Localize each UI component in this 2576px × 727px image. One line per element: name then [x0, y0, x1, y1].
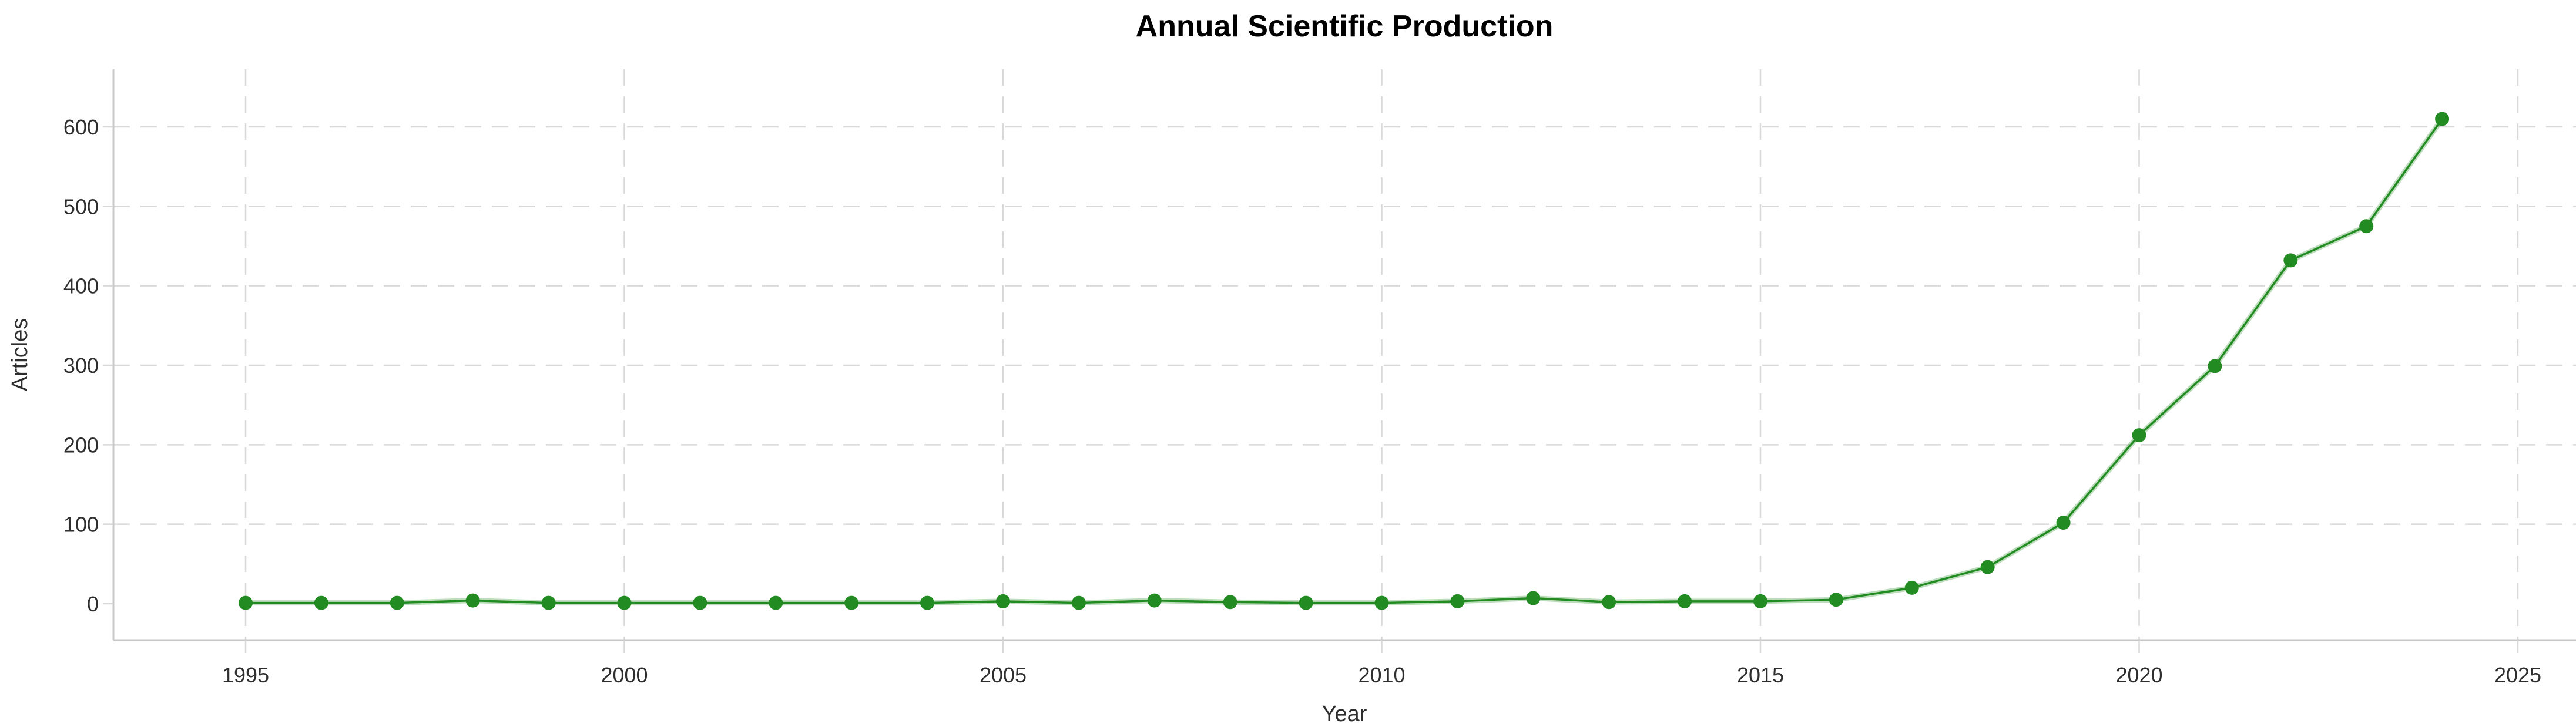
- axes: [103, 69, 2576, 653]
- data-point: [1904, 580, 1919, 595]
- data-point: [1526, 591, 1541, 605]
- x-axis-title: Year: [1322, 702, 1367, 726]
- x-tick-label: 2020: [2115, 663, 2162, 687]
- line-halo: [243, 116, 2445, 606]
- y-tick-label: 100: [63, 513, 99, 537]
- data-point: [617, 595, 632, 610]
- y-tick-label: 500: [63, 194, 99, 218]
- data-point: [2359, 219, 2374, 234]
- data-point: [844, 595, 859, 610]
- y-tick-label: 600: [63, 115, 99, 139]
- data-point: [920, 595, 935, 610]
- data-point: [2132, 428, 2146, 443]
- data-point: [541, 595, 556, 610]
- data-point: [2283, 253, 2298, 268]
- y-tick-label: 300: [63, 354, 99, 378]
- y-tick-label: 200: [63, 433, 99, 457]
- data-point: [1223, 595, 1237, 610]
- y-axis-title: Articles: [8, 318, 32, 392]
- data-point: [1678, 594, 1692, 608]
- tick-labels: 1995 2000 2005 2010 2015 2020 2025 0 100 200 300 40…: [63, 115, 2541, 687]
- line-path: [244, 117, 2443, 604]
- data-point: [2056, 516, 2071, 530]
- data-point: [1147, 593, 1162, 608]
- gridlines: [113, 69, 2576, 640]
- x-tick-label: 2000: [601, 663, 648, 687]
- data-point: [465, 593, 480, 608]
- y-tick-label: 400: [63, 274, 99, 298]
- data-point: [1071, 595, 1086, 610]
- data-point: [1602, 595, 1616, 610]
- data-point: [996, 594, 1010, 608]
- data-point: [1829, 593, 1843, 607]
- data-point: [1374, 595, 1389, 610]
- x-tick-label: 2010: [1358, 663, 1405, 687]
- x-tick-label: 2025: [2494, 663, 2541, 687]
- data-point: [1299, 595, 1313, 610]
- data-point: [1450, 594, 1465, 608]
- data-point: [2208, 359, 2222, 373]
- data-point: [239, 595, 253, 610]
- data-point: [1980, 560, 1995, 574]
- data-point: [693, 595, 707, 610]
- data-point: [314, 595, 328, 610]
- x-tick-label: 2015: [1737, 663, 1784, 687]
- line-series: [239, 112, 2450, 610]
- data-point: [769, 595, 783, 610]
- y-tick-label: 0: [87, 592, 99, 616]
- data-point: [2435, 112, 2450, 126]
- x-tick-label: 1995: [222, 663, 269, 687]
- data-point: [1753, 594, 1767, 608]
- chart-title: Annual Scientific Production: [1136, 9, 1554, 43]
- data-point: [390, 595, 404, 610]
- x-tick-label: 2005: [980, 663, 1027, 687]
